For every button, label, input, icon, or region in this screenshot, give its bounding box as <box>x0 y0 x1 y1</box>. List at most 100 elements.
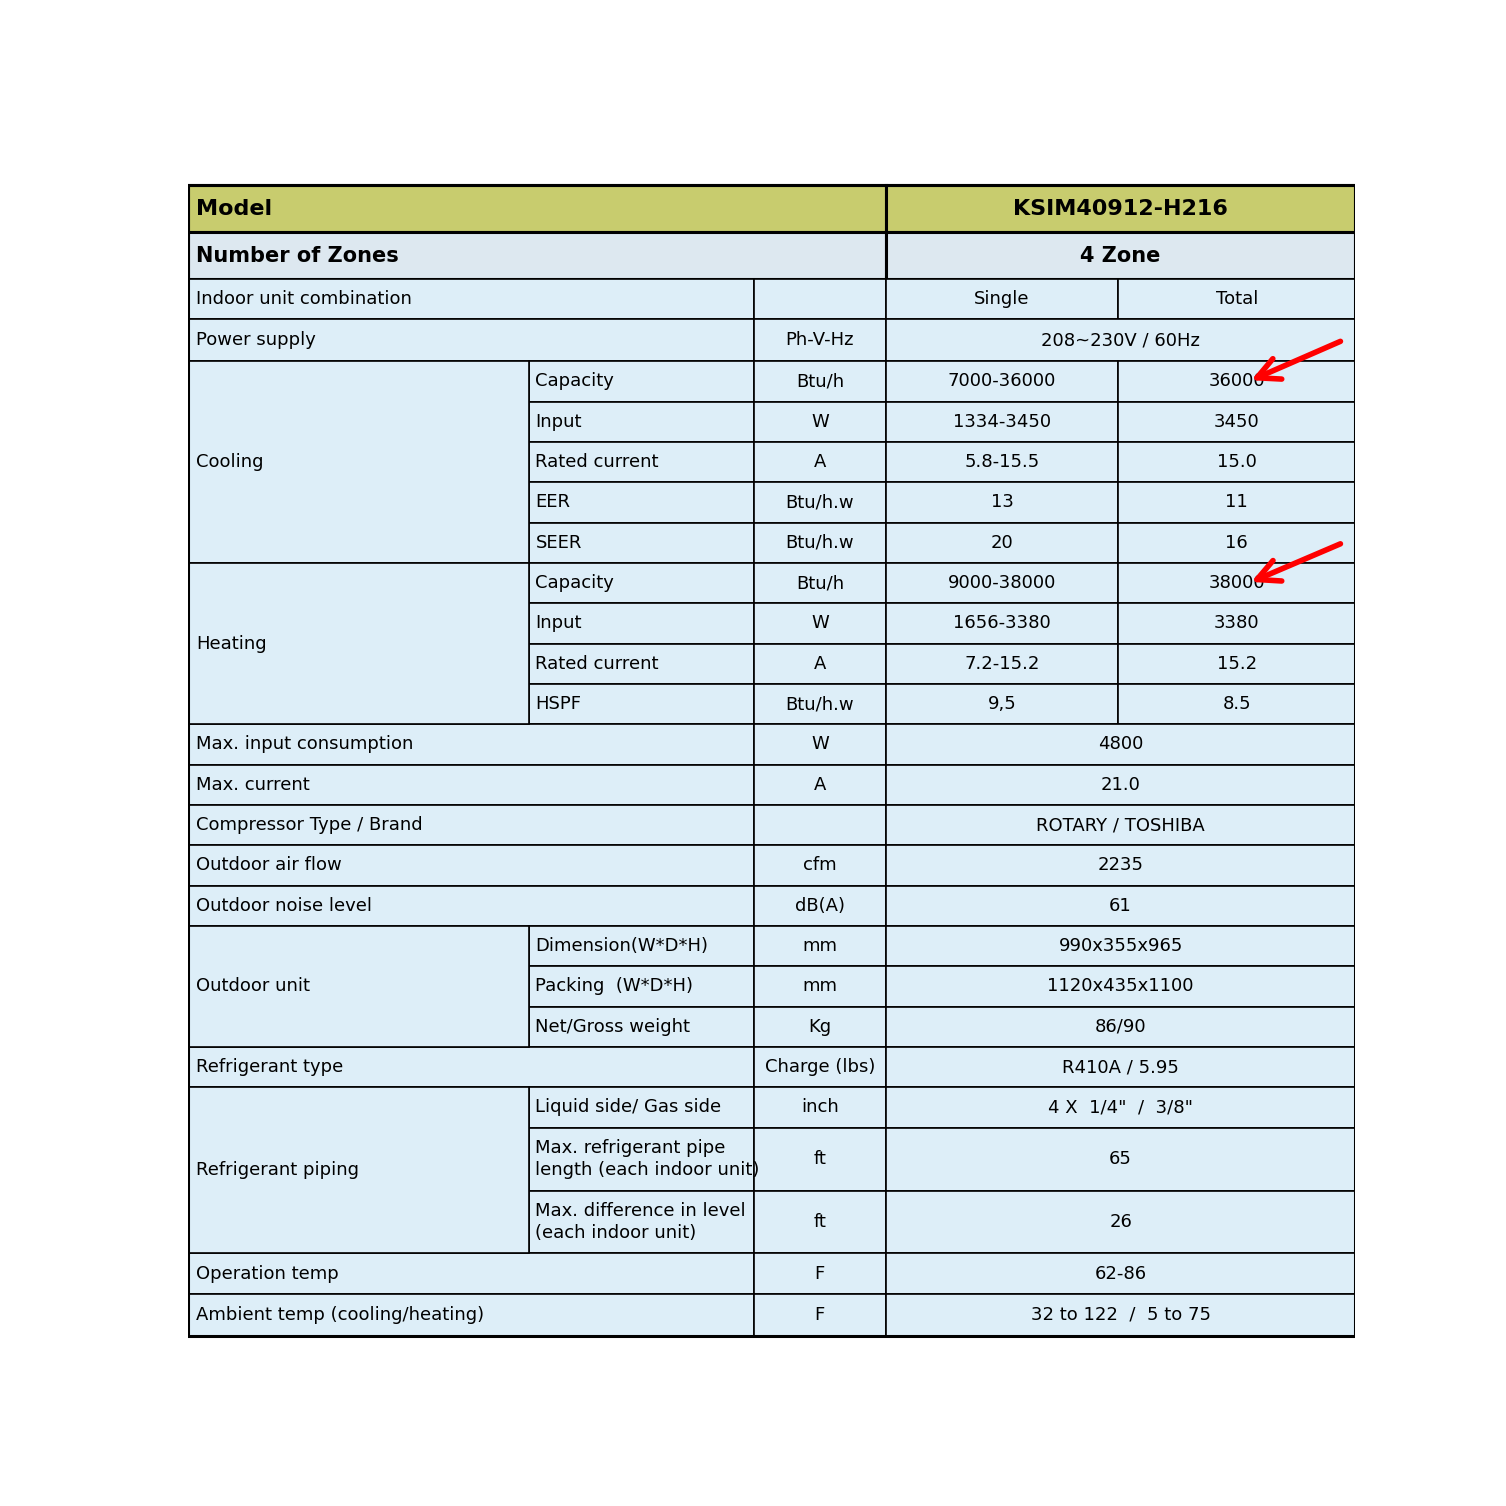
Text: 9000-38000: 9000-38000 <box>947 574 1056 592</box>
FancyBboxPatch shape <box>755 967 886 1006</box>
FancyBboxPatch shape <box>886 643 1119 684</box>
Text: 1656-3380: 1656-3380 <box>953 614 1051 633</box>
Text: Number of Zones: Number of Zones <box>196 245 399 265</box>
Text: A: A <box>813 655 827 673</box>
FancyBboxPatch shape <box>188 845 755 886</box>
FancyBboxPatch shape <box>886 886 1355 926</box>
Text: Max. input consumption: Max. input consumption <box>196 735 413 753</box>
Text: 16: 16 <box>1226 533 1248 551</box>
FancyBboxPatch shape <box>755 361 886 402</box>
FancyBboxPatch shape <box>188 279 755 319</box>
FancyBboxPatch shape <box>529 684 755 724</box>
FancyBboxPatch shape <box>755 319 886 361</box>
Text: Indoor unit combination: Indoor unit combination <box>196 291 411 309</box>
Text: Input: Input <box>536 413 581 431</box>
Text: Btu/h.w: Btu/h.w <box>786 494 854 512</box>
Text: Charge (lbs): Charge (lbs) <box>765 1059 875 1077</box>
Text: 1120x435x1100: 1120x435x1100 <box>1047 977 1194 995</box>
Text: W: W <box>812 614 828 633</box>
Text: 21.0: 21.0 <box>1101 776 1140 794</box>
FancyBboxPatch shape <box>1119 523 1355 563</box>
Text: Rated current: Rated current <box>536 453 660 471</box>
Text: ft: ft <box>813 1212 827 1230</box>
FancyBboxPatch shape <box>188 724 755 765</box>
FancyBboxPatch shape <box>755 563 886 604</box>
FancyBboxPatch shape <box>529 967 755 1006</box>
Text: 86/90: 86/90 <box>1095 1018 1146 1036</box>
Text: Max. difference in level
(each indoor unit): Max. difference in level (each indoor un… <box>536 1202 745 1242</box>
FancyBboxPatch shape <box>188 1294 755 1336</box>
FancyBboxPatch shape <box>188 319 755 361</box>
FancyBboxPatch shape <box>529 643 755 684</box>
FancyBboxPatch shape <box>886 232 1355 279</box>
FancyBboxPatch shape <box>188 563 529 724</box>
Text: Btu/h.w: Btu/h.w <box>786 533 854 551</box>
Text: Input: Input <box>536 614 581 633</box>
Text: Ambient temp (cooling/heating): Ambient temp (cooling/heating) <box>196 1306 483 1324</box>
FancyBboxPatch shape <box>755 926 886 967</box>
FancyBboxPatch shape <box>755 441 886 482</box>
Text: 13: 13 <box>991 494 1014 512</box>
FancyBboxPatch shape <box>755 684 886 724</box>
Text: 61: 61 <box>1110 896 1133 914</box>
Text: cfm: cfm <box>803 857 837 875</box>
Text: inch: inch <box>801 1098 839 1116</box>
FancyBboxPatch shape <box>188 232 886 279</box>
Text: Btu/h.w: Btu/h.w <box>786 696 854 712</box>
Text: Rated current: Rated current <box>536 655 660 673</box>
FancyBboxPatch shape <box>886 845 1355 886</box>
FancyBboxPatch shape <box>1119 604 1355 643</box>
FancyBboxPatch shape <box>188 1047 755 1087</box>
Text: HSPF: HSPF <box>536 696 581 712</box>
FancyBboxPatch shape <box>755 765 886 804</box>
FancyBboxPatch shape <box>755 1253 886 1294</box>
Text: 65: 65 <box>1108 1151 1133 1169</box>
FancyBboxPatch shape <box>886 402 1119 441</box>
Text: SEER: SEER <box>536 533 581 551</box>
Text: Outdoor air flow: Outdoor air flow <box>196 857 342 875</box>
Text: W: W <box>812 413 828 431</box>
Text: 4 Zone: 4 Zone <box>1080 245 1161 265</box>
FancyBboxPatch shape <box>529 441 755 482</box>
Text: Heating: Heating <box>196 634 267 652</box>
FancyBboxPatch shape <box>755 604 886 643</box>
Text: 15.2: 15.2 <box>1217 655 1258 673</box>
FancyBboxPatch shape <box>1119 643 1355 684</box>
Text: Power supply: Power supply <box>196 331 316 349</box>
FancyBboxPatch shape <box>755 886 886 926</box>
FancyBboxPatch shape <box>886 279 1119 319</box>
FancyBboxPatch shape <box>755 804 886 845</box>
Text: 26: 26 <box>1108 1212 1133 1230</box>
Text: W: W <box>812 735 828 753</box>
FancyBboxPatch shape <box>755 402 886 441</box>
Text: ft: ft <box>813 1151 827 1169</box>
Text: 20: 20 <box>991 533 1014 551</box>
FancyBboxPatch shape <box>529 1191 755 1253</box>
FancyBboxPatch shape <box>1119 441 1355 482</box>
FancyBboxPatch shape <box>886 765 1355 804</box>
Text: KSIM40912-H216: KSIM40912-H216 <box>1014 199 1227 218</box>
Text: Max. refrigerant pipe
length (each indoor unit): Max. refrigerant pipe length (each indoo… <box>536 1139 761 1179</box>
FancyBboxPatch shape <box>529 402 755 441</box>
FancyBboxPatch shape <box>755 1128 886 1191</box>
FancyBboxPatch shape <box>1119 279 1355 319</box>
Text: Compressor Type / Brand: Compressor Type / Brand <box>196 816 423 834</box>
FancyBboxPatch shape <box>755 845 886 886</box>
FancyBboxPatch shape <box>188 1253 755 1294</box>
Text: Operation temp: Operation temp <box>196 1265 339 1283</box>
Text: Liquid side/ Gas side: Liquid side/ Gas side <box>536 1098 721 1116</box>
FancyBboxPatch shape <box>886 1006 1355 1047</box>
FancyBboxPatch shape <box>886 185 1355 232</box>
FancyBboxPatch shape <box>188 804 755 845</box>
Text: 9,5: 9,5 <box>988 696 1017 712</box>
FancyBboxPatch shape <box>188 1087 529 1253</box>
Text: mm: mm <box>803 977 837 995</box>
Text: 990x355x965: 990x355x965 <box>1059 937 1182 955</box>
FancyBboxPatch shape <box>1119 563 1355 604</box>
Text: Btu/h: Btu/h <box>795 574 843 592</box>
FancyBboxPatch shape <box>755 1294 886 1336</box>
Text: 4 X  1/4"  /  3/8": 4 X 1/4" / 3/8" <box>1048 1098 1193 1116</box>
FancyBboxPatch shape <box>886 1128 1355 1191</box>
Text: 15.0: 15.0 <box>1217 453 1258 471</box>
Text: Max. current: Max. current <box>196 776 310 794</box>
